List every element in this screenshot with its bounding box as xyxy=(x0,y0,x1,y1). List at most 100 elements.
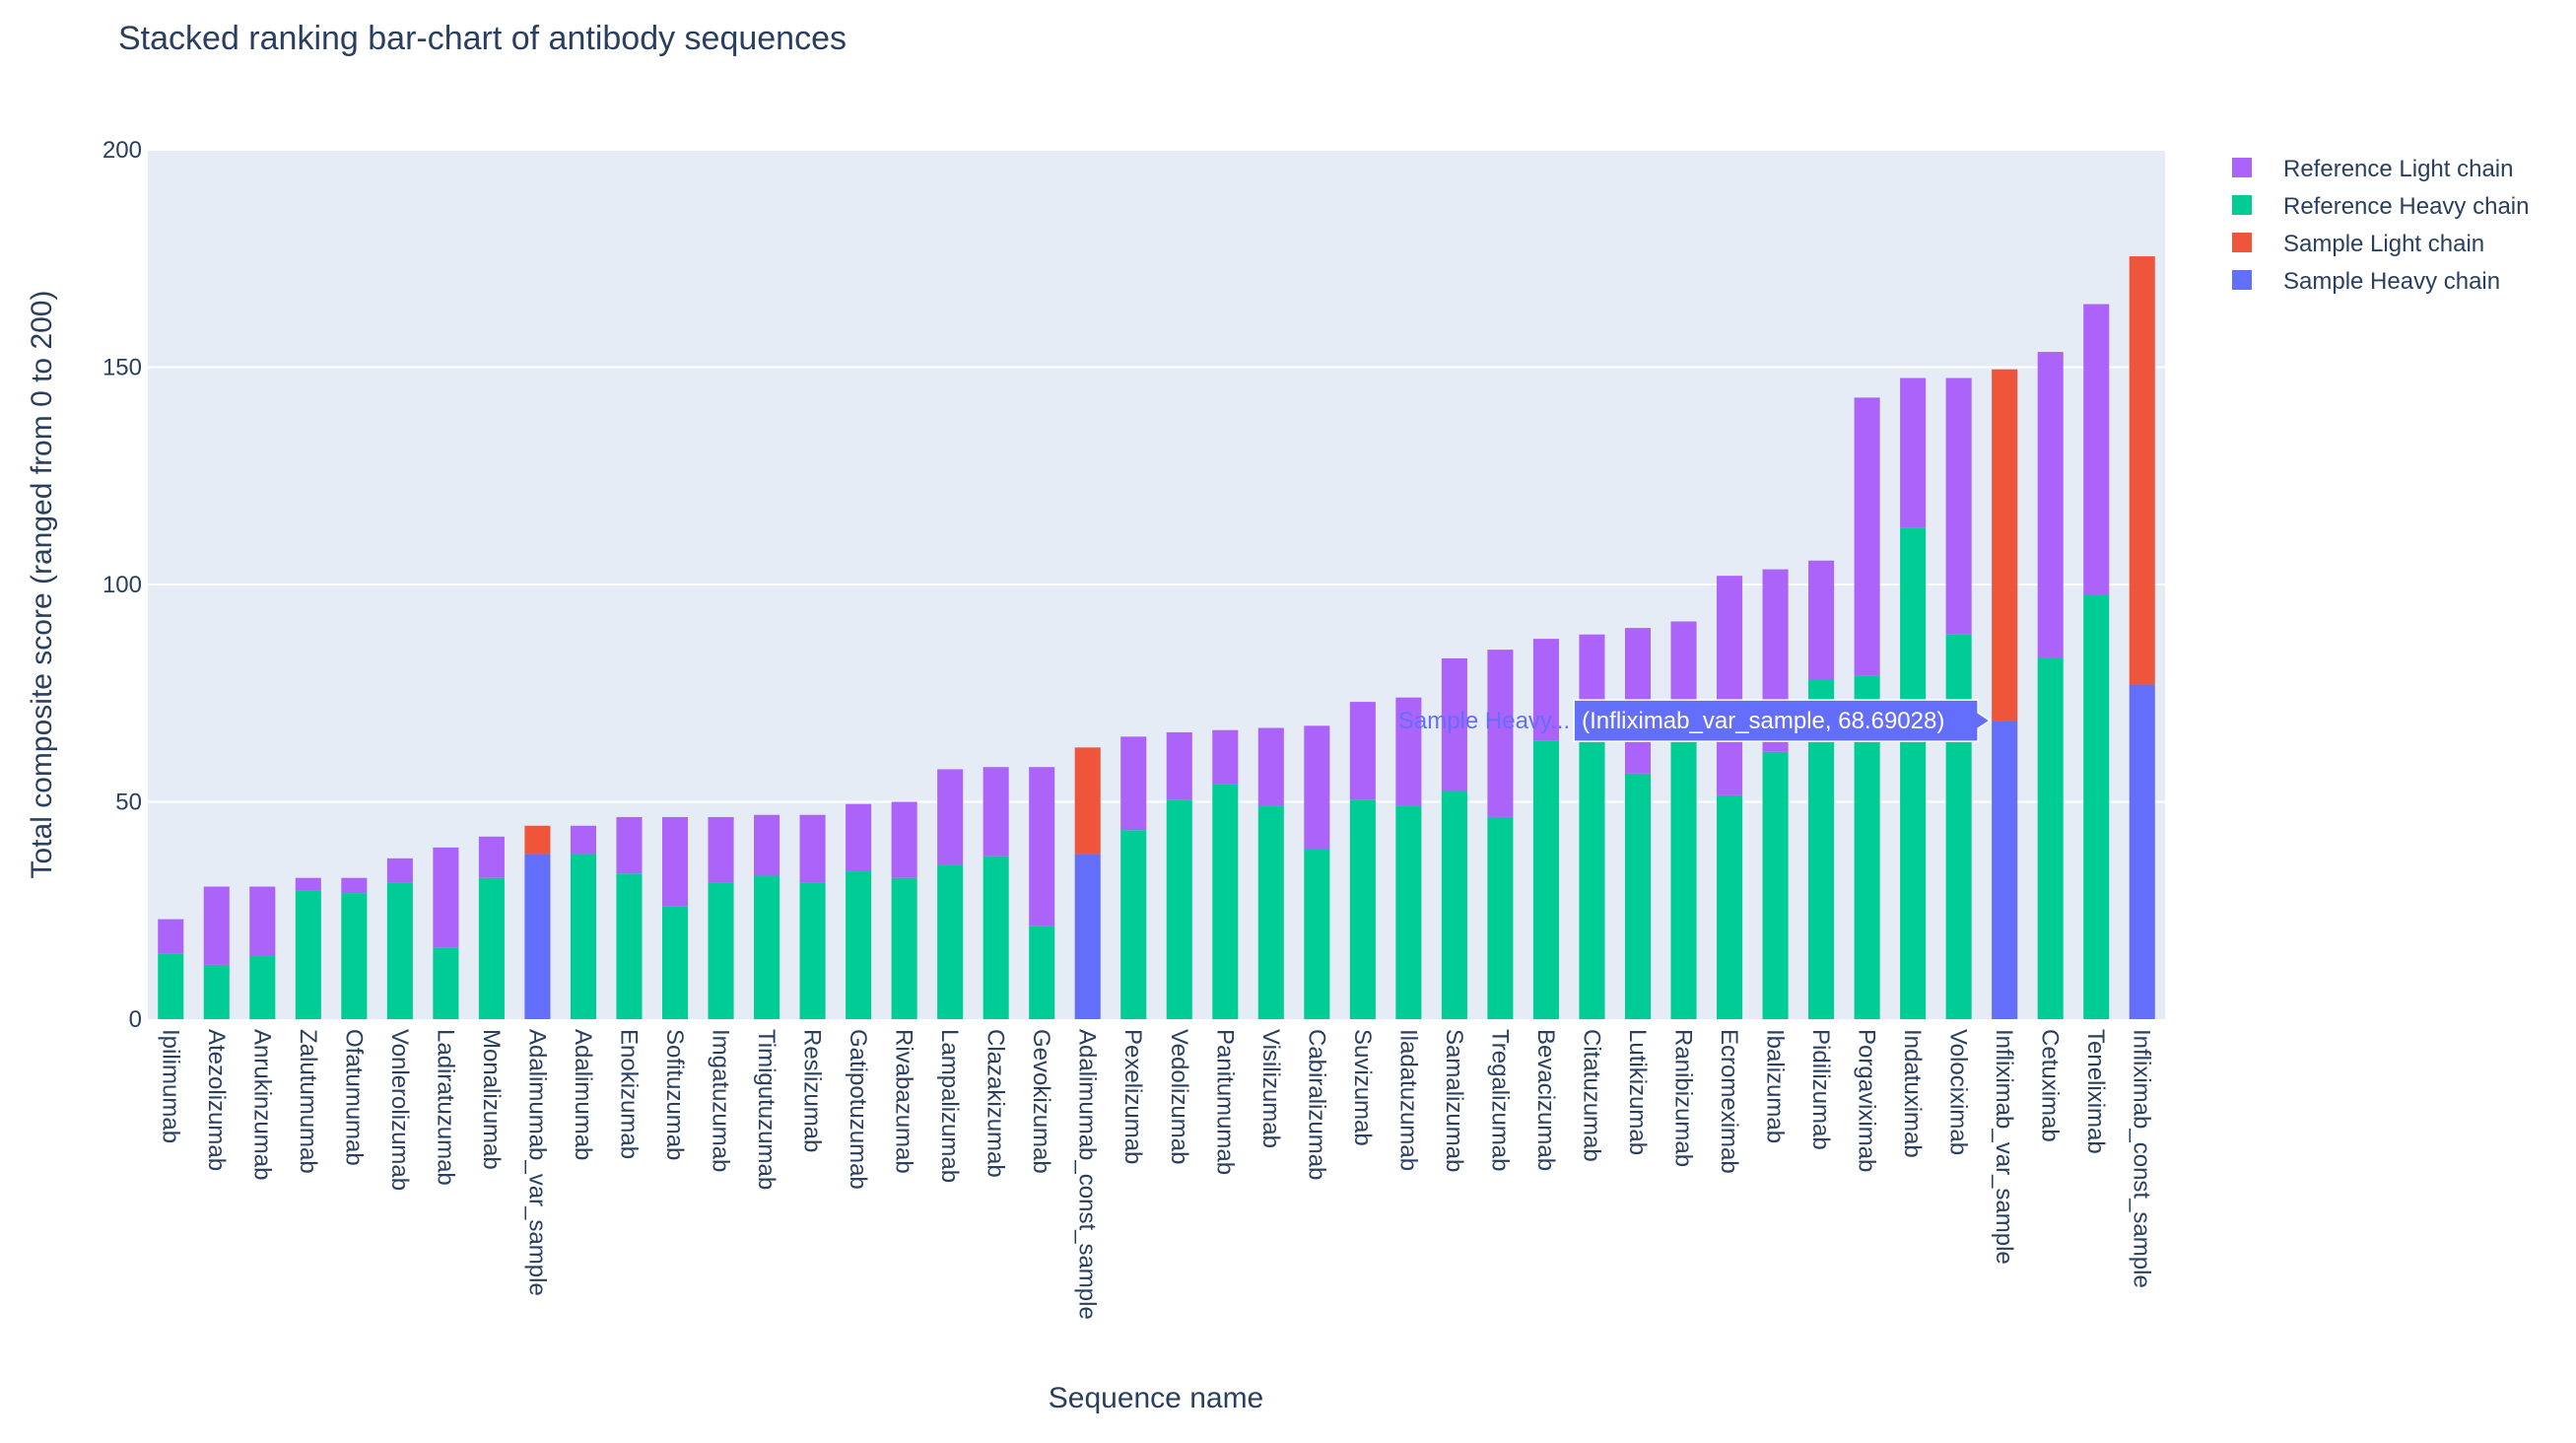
bar-segment[interactable] xyxy=(937,769,964,865)
bar-segment[interactable] xyxy=(1717,576,1743,795)
bar-segment[interactable] xyxy=(1900,378,1927,528)
bar-segment[interactable] xyxy=(158,919,184,954)
bar-segment[interactable] xyxy=(433,847,459,948)
bar-segment[interactable] xyxy=(2129,256,2155,685)
bar-segment[interactable] xyxy=(846,871,872,1019)
bar-segment[interactable] xyxy=(754,814,780,876)
bar-segment[interactable] xyxy=(1441,657,1467,791)
bar-segment[interactable] xyxy=(1992,369,2018,722)
bar-segment[interactable] xyxy=(1166,731,1192,800)
bar-segment[interactable] xyxy=(433,947,459,1019)
bar-segment[interactable] xyxy=(1120,736,1147,831)
legend-swatch[interactable] xyxy=(2232,195,2252,215)
bar-segment[interactable] xyxy=(708,882,734,1019)
legend-item-label[interactable]: Sample Light chain xyxy=(2283,231,2484,257)
x-axis-title: Sequence name xyxy=(1049,1382,1264,1414)
bar-segment[interactable] xyxy=(1441,790,1467,1019)
y-tick-label: 150 xyxy=(102,355,142,381)
bar-segment[interactable] xyxy=(1532,740,1559,1019)
bar-segment[interactable] xyxy=(1304,850,1330,1019)
legend-swatch[interactable] xyxy=(2232,270,2252,290)
bar-segment[interactable] xyxy=(203,964,230,1019)
bar-segment[interactable] xyxy=(708,816,734,883)
bar-segment[interactable] xyxy=(1900,527,1927,1019)
bar-segment[interactable] xyxy=(1349,702,1376,800)
x-tick-label: Adalimumab xyxy=(570,1029,596,1160)
bar-segment[interactable] xyxy=(1487,650,1514,817)
bar-segment[interactable] xyxy=(295,890,321,1019)
bar-segment[interactable] xyxy=(570,825,596,855)
x-tick-label: Visilizumab xyxy=(1257,1029,1284,1148)
bar-segment[interactable] xyxy=(1120,830,1147,1019)
bar-segment[interactable] xyxy=(1808,560,1835,681)
bar-segment[interactable] xyxy=(2037,352,2064,658)
bar-segment[interactable] xyxy=(1487,816,1514,1019)
bar-segment[interactable] xyxy=(2129,684,2155,1019)
bar-segment[interactable] xyxy=(1212,784,1239,1019)
bar-segment[interactable] xyxy=(249,956,276,1019)
bar-segment[interactable] xyxy=(524,825,551,855)
bar-segment[interactable] xyxy=(754,875,780,1019)
bar-segment[interactable] xyxy=(1212,729,1239,785)
bar-segment[interactable] xyxy=(937,864,964,1019)
bar-segment[interactable] xyxy=(846,803,872,872)
bar-segment[interactable] xyxy=(1395,805,1422,1019)
legend-item-label[interactable]: Reference Heavy chain xyxy=(2283,193,2529,220)
bar-segment[interactable] xyxy=(386,882,413,1019)
bar-segment[interactable] xyxy=(570,854,596,1019)
bar-segment[interactable] xyxy=(799,882,826,1019)
bar-segment[interactable] xyxy=(1304,725,1330,851)
bar-segment[interactable] xyxy=(478,877,505,1019)
bar-segment[interactable] xyxy=(616,873,643,1019)
bar-segment[interactable] xyxy=(799,814,826,883)
x-tick-label: Pexelizumab xyxy=(1119,1029,1146,1164)
legend-swatch[interactable] xyxy=(2232,158,2252,177)
bar-segment[interactable] xyxy=(386,858,413,883)
bar-segment[interactable] xyxy=(983,856,1009,1019)
bar-segment[interactable] xyxy=(1257,805,1284,1019)
bar-segment[interactable] xyxy=(2083,304,2110,596)
bar-segment[interactable] xyxy=(2037,657,2064,1019)
bar-segment[interactable] xyxy=(249,886,276,957)
bar-segment[interactable] xyxy=(295,877,321,891)
bar-segment[interactable] xyxy=(341,893,368,1019)
x-tick-label: Teneliximab xyxy=(2082,1029,2109,1154)
bar-segment[interactable] xyxy=(1670,740,1697,1019)
bar-segment[interactable] xyxy=(1762,751,1789,1019)
bar-segment[interactable] xyxy=(891,801,917,878)
bar-segment[interactable] xyxy=(1349,799,1376,1019)
legend-swatch[interactable] xyxy=(2232,233,2252,252)
bar-segment[interactable] xyxy=(158,953,184,1019)
bar-segment[interactable] xyxy=(1074,747,1101,855)
bar-segment[interactable] xyxy=(1166,799,1192,1019)
x-tick-label: Lampalizumab xyxy=(936,1029,963,1183)
bar-segment[interactable] xyxy=(661,816,689,907)
bar-segment[interactable] xyxy=(891,877,917,1019)
bar-segment[interactable] xyxy=(1854,397,1880,676)
x-tick-label: Lutikizumab xyxy=(1624,1029,1651,1155)
legend-item-label[interactable]: Reference Light chain xyxy=(2283,156,2513,182)
bar-segment[interactable] xyxy=(983,767,1009,857)
bar-segment[interactable] xyxy=(2083,595,2110,1019)
bar-segment[interactable] xyxy=(1579,740,1605,1019)
bar-segment[interactable] xyxy=(1532,639,1559,741)
bar-segment[interactable] xyxy=(616,816,643,874)
bar-segment[interactable] xyxy=(661,906,689,1019)
bar-segment[interactable] xyxy=(1029,926,1055,1019)
bar-segment[interactable] xyxy=(203,886,230,965)
bar-segment[interactable] xyxy=(341,877,368,894)
bar-segment[interactable] xyxy=(1257,727,1284,806)
legend-item-label[interactable]: Sample Heavy chain xyxy=(2283,268,2500,295)
bar-segment[interactable] xyxy=(478,836,505,878)
bar-segment[interactable] xyxy=(1029,767,1055,927)
bar-segment[interactable] xyxy=(1395,697,1422,806)
bar-segment[interactable] xyxy=(1717,794,1743,1019)
bar-segment[interactable] xyxy=(1624,773,1652,1019)
x-tick-label: Gatipotuzumab xyxy=(845,1029,871,1190)
legend[interactable]: Reference Light chain Reference Heavy cha… xyxy=(2232,156,2529,295)
bar-segment[interactable] xyxy=(524,854,551,1019)
bar-segment[interactable] xyxy=(1945,634,1972,1019)
bar-segment[interactable] xyxy=(1945,378,1972,635)
bar-segment[interactable] xyxy=(1074,854,1101,1019)
bar-segment[interactable] xyxy=(1992,721,2018,1019)
